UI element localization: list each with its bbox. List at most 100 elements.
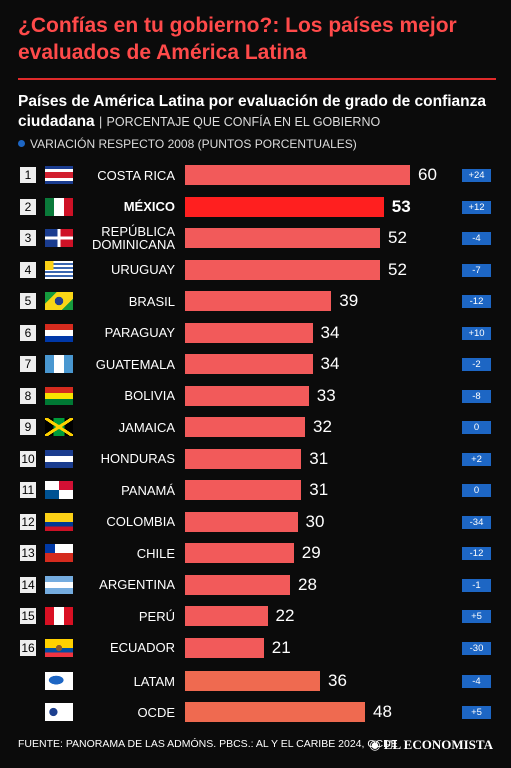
category-label: JAMAICA [118,419,175,435]
value-label: 48 [373,702,392,721]
rank-label: 15 [20,608,36,624]
value-label: 60 [418,165,437,184]
bar [185,702,365,722]
change-badge: -2 [462,358,491,371]
category-label: COLOMBIA [106,514,175,529]
bar [185,637,264,658]
value-label: 39 [339,291,359,310]
value-label: 32 [313,417,332,436]
rank-label: 3 [20,230,36,246]
value-label: 53 [391,196,411,216]
category-label: LATAM [133,673,175,689]
value-label: 28 [298,574,317,594]
change-badge: -12 [462,295,491,308]
rank-label: 4 [20,261,36,278]
bar [185,448,302,469]
change-badge: +2 [462,452,491,466]
category-label: ARGENTINA [99,577,175,592]
separator: | [98,115,103,129]
change-badge: -30 [462,641,491,655]
flag [45,260,73,279]
value-label: 21 [271,637,291,657]
category-label: URUGUAY [110,262,175,277]
change-badge: -1 [462,578,491,592]
chart-title: ¿Confías en tu gobierno?: Los países mej… [18,14,457,64]
change-badge: +24 [462,169,491,182]
flag [45,229,73,247]
category-label: HONDURAS [100,451,175,466]
change-badge: -4 [462,675,491,688]
rank-label: 16 [20,639,36,656]
source: FUENTE: PANORAMA DE LAS ADMÓNS. PBCS.: A… [18,738,398,750]
bar [185,671,320,691]
flag [45,575,73,594]
change-badge: -7 [462,263,491,277]
rank-label: 1 [20,167,36,183]
category-label: OCDE [137,704,175,720]
category-label: GUATEMALA [95,356,175,372]
rank-label: 13 [20,545,36,561]
change-badge: -4 [462,232,491,245]
bar [185,259,380,280]
flag [45,544,73,562]
change-badge: 0 [462,484,491,497]
flag [45,355,73,373]
rank-label: 14 [20,576,36,593]
rank-label: 11 [20,482,36,498]
bar [185,196,384,217]
bar [185,291,332,311]
value-label: 34 [320,322,340,342]
bar [185,165,410,185]
change-badge: +5 [462,706,491,719]
flag [45,481,73,499]
flag [45,512,73,531]
category-label: PARAGUAY [104,325,175,340]
bar [185,322,313,343]
bar [185,511,298,532]
value-label: 52 [388,259,407,279]
rank-label: 7 [20,356,36,372]
value-label: 34 [320,354,340,373]
rank-label: 8 [20,387,36,404]
bar [185,417,305,437]
value-label: 29 [301,543,321,562]
flag [45,703,73,721]
category-label: COSTA RICA [97,167,175,183]
rank-label: 2 [20,198,36,215]
value-series-name: PORCENTAJE QUE CONFÍA EN EL GOBIERNO [106,115,381,129]
flag [45,166,73,184]
flag [45,638,73,657]
bar [185,480,302,500]
flag [45,292,73,310]
change-badge: 0 [462,421,491,434]
category-label: MÉXICO [123,199,175,214]
bar [185,354,313,374]
bar [185,228,380,248]
rank-label: 5 [20,293,36,309]
rank-label: 9 [20,419,36,435]
category-label: PANAMÁ [121,482,175,498]
flag [45,607,73,625]
rank-label: 6 [20,324,36,341]
value-label: 31 [309,448,329,468]
value-label: 33 [316,385,336,405]
legend: VARIACIÓN RESPECTO 2008 (PUNTOS PORCENTU… [18,137,357,151]
flag [45,449,73,468]
change-badge: -12 [462,547,491,560]
category-label: ECUADOR [109,640,175,655]
category-label: BRASIL [128,293,175,309]
category-label: BOLIVIA [124,388,175,403]
flag [45,323,73,342]
bar [185,543,294,563]
legend-dot [18,140,25,147]
rank-label: 12 [20,513,36,530]
flag [45,386,73,405]
legend-label: VARIACIÓN RESPECTO 2008 (PUNTOS PORCENTU… [30,137,357,151]
bar [185,385,309,406]
brand-name: EL ECONOMISTA [383,737,493,752]
flag [45,418,73,436]
subtitle-block: Países de América Latina por evaluación … [18,92,498,132]
value-label: 36 [328,671,347,690]
brand-mark: ◉ [369,737,384,752]
change-badge: +5 [462,610,491,623]
